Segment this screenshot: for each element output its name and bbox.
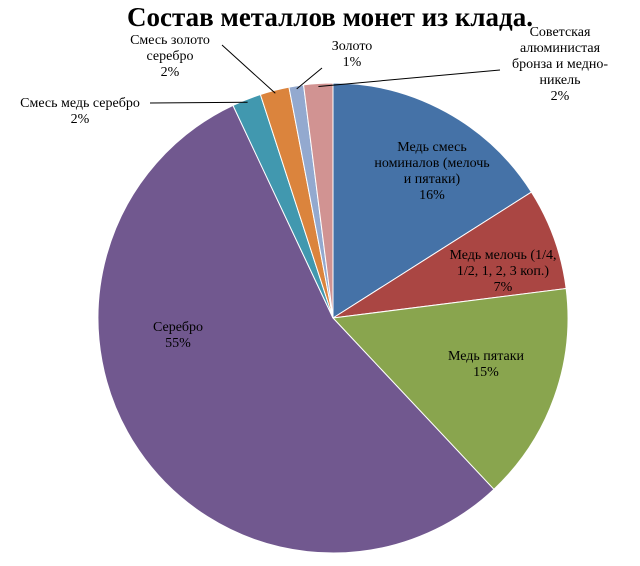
slice-label: Советская алюминистая бронза и медно-ник… <box>500 25 620 105</box>
category-name: Серебро <box>152 320 204 335</box>
slice-label: Медь мелочь (1/4, 1/2, 1, 2, 3 коп.) 7% <box>438 248 568 296</box>
pie-slice <box>97 104 495 554</box>
category-name: Смесь золото серебро <box>130 33 210 64</box>
slice-label: Медь пятаки 15% <box>431 349 541 381</box>
leader-line <box>149 101 248 104</box>
slice-label: Смесь медь серебро 2% <box>10 96 150 128</box>
value-label: 15% <box>473 365 499 380</box>
slice-label: Медь смесь номиналов (мелочь и пятаки) 16… <box>372 140 492 204</box>
slice-label: Серебро 55% <box>138 320 218 352</box>
value-label: 55% <box>165 336 191 351</box>
pie-slice <box>332 82 533 319</box>
category-name: Смесь медь серебро <box>20 96 140 111</box>
leader-line <box>318 69 501 87</box>
value-label: 2% <box>160 65 180 80</box>
pie-slice <box>332 191 567 319</box>
slice-label: Смесь золото серебро 2% <box>115 33 225 81</box>
leader-line <box>221 44 276 94</box>
category-name: Советская алюминистая бронза и медно-ник… <box>511 25 609 88</box>
value-label: 7% <box>493 280 513 295</box>
pie-slice <box>302 82 334 319</box>
slice-label: Золото 1% <box>322 39 382 71</box>
leader-line <box>296 67 323 90</box>
pie-slice <box>331 287 569 491</box>
category-name: Медь смесь номиналов (мелочь и пятаки) <box>374 140 490 187</box>
category-name: Медь мелочь (1/4, 1/2, 1, 2, 3 коп.) <box>449 248 557 279</box>
value-label: 2% <box>70 112 90 127</box>
category-name: Медь пятаки <box>447 349 525 364</box>
value-label: 2% <box>550 89 570 104</box>
chart-title: Состав металлов монет из клада. <box>127 2 533 32</box>
category-name: Золото <box>331 39 373 54</box>
value-label: 1% <box>342 55 362 70</box>
value-label: 16% <box>419 188 445 203</box>
